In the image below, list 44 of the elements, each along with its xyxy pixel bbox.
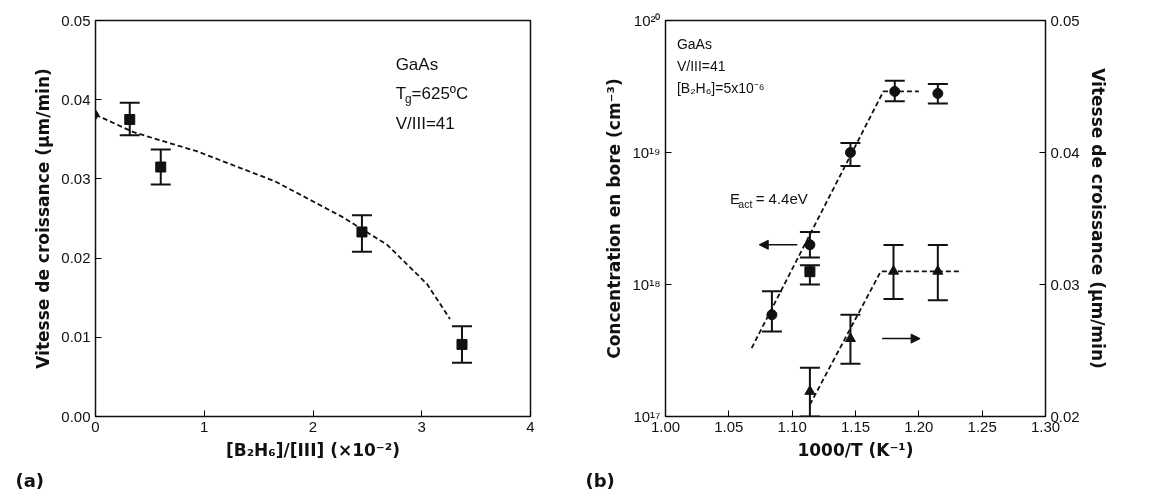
y-tick-label: 0.01	[61, 328, 91, 346]
text: (a)	[15, 469, 45, 491]
text: (b)	[585, 469, 615, 491]
annotation: [B₂H₆]=5x10⁻⁶	[676, 79, 765, 96]
x-tick-label: 1	[200, 417, 209, 435]
x-tick-label: 1.05	[714, 417, 744, 435]
y-tick-label: 10¹⁸	[632, 276, 661, 293]
annotation: GaAs	[676, 36, 712, 53]
y-axis-title: Vitesse de croissance (µm/min)	[33, 68, 54, 369]
y2-tick-label: 0.05	[1050, 11, 1080, 29]
x-tick-label: 4	[526, 417, 535, 435]
point	[932, 87, 944, 99]
x-tick-label: 1.25	[967, 417, 997, 435]
y2-tick-label: 0.04	[1050, 143, 1080, 161]
y2-axis-title: Vitesse de croissance (µm/min)	[1087, 68, 1108, 369]
x-axis-title: 1000/T (K⁻¹)	[797, 439, 914, 460]
point	[844, 147, 856, 158]
x-tick-label: 1.10	[777, 417, 807, 435]
annotation: V/III=41	[676, 58, 726, 75]
point	[804, 239, 816, 251]
y-tick-label: 0.00	[61, 407, 91, 425]
x-tick-label: 1.20	[904, 417, 934, 435]
y-tick-label: 0.04	[61, 90, 91, 108]
y-tick-label: 10¹⁹	[632, 144, 661, 161]
x-tick-label: 0	[91, 417, 100, 435]
point	[356, 226, 368, 238]
x-tick-label: 2	[308, 417, 318, 435]
annotation: V/III=41	[395, 113, 455, 133]
y2-tick-label: 0.03	[1050, 275, 1080, 293]
point	[456, 338, 468, 350]
x-axis-title: [B₂H₆]/[III] (×10⁻²)	[225, 439, 401, 460]
y-tick-label: 10²⁰	[633, 12, 661, 29]
point	[804, 266, 816, 278]
point	[889, 85, 901, 97]
annotation: GaAs	[395, 54, 439, 74]
y-tick-label: 0.05	[61, 11, 91, 29]
y-tick-label: 0.03	[61, 169, 91, 187]
x-tick-label: 3	[417, 417, 426, 435]
point	[124, 114, 136, 125]
y-axis-title: Concentration en bore (cm⁻³)	[604, 78, 625, 359]
point	[766, 309, 778, 321]
y-tick-label: 0.02	[61, 249, 91, 267]
x-tick-label: 1.15	[840, 417, 871, 435]
point	[155, 161, 167, 173]
